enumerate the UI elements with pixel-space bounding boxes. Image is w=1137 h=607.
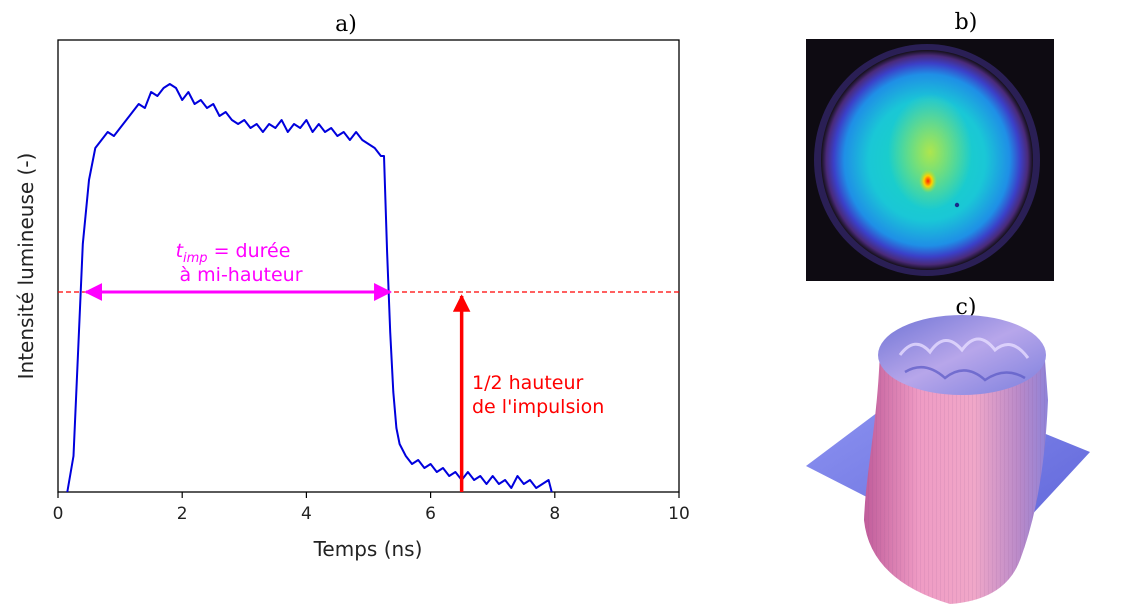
panel-label-b: b) [955,10,978,35]
beam-spot-yellow-region [888,94,972,210]
surface-top-ripples-2 [904,365,1026,382]
surface-top [878,315,1046,395]
beam-spot-image: b) [806,10,1054,281]
timp-annotation-line1: timp = durée [176,240,291,266]
x-axis-ticks: 0 2 4 6 8 10 [53,492,690,524]
panel-label-a: a) [335,12,357,37]
timp-rest: = durée [208,240,291,262]
timp-subscript: imp [183,251,208,266]
x-tick-label: 6 [425,504,436,524]
timp-symbol: t [176,240,185,262]
pulse-chart: a) 0 2 4 6 8 10 Temps (ns) Intensité lumineus… [14,12,690,561]
x-tick-label: 2 [177,504,188,524]
y-axis-label: Intensité lumineuse (-) [14,153,38,380]
surface-top-ripples [898,337,1030,359]
plot-frame [57,39,680,493]
x-tick-label: 10 [668,504,690,524]
x-tick-label: 0 [53,504,64,524]
surface-cylinder-stripes [864,348,1048,604]
panel-label-c: c) [956,295,977,320]
x-tick-label: 4 [301,504,312,524]
x-axis-label: Temps (ns) [313,537,423,561]
half-annotation-line1: 1/2 hauteur [472,372,584,394]
beam-spot-dark-dot [954,202,960,208]
timp-annotation-line2: à mi-hauteur [179,264,302,286]
beam-3d-surface-image: c) [806,295,1090,604]
half-annotation-line2: de l'impulsion [472,396,604,418]
beam-spot-hotspot [919,169,937,193]
series-line-intensity [66,83,553,493]
x-tick-label: 8 [549,504,560,524]
